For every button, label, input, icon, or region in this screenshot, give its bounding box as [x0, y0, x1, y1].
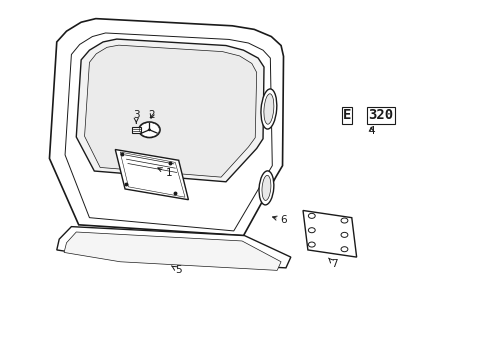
Text: E: E [342, 108, 350, 122]
Text: 6: 6 [272, 215, 286, 225]
Text: 2: 2 [148, 111, 155, 121]
Circle shape [148, 129, 150, 131]
Text: 3: 3 [133, 111, 139, 123]
Circle shape [340, 218, 347, 223]
Polygon shape [64, 232, 281, 270]
Text: 7: 7 [328, 258, 337, 269]
Ellipse shape [264, 94, 273, 124]
Polygon shape [115, 149, 188, 200]
Circle shape [308, 228, 315, 233]
Polygon shape [65, 33, 272, 231]
Circle shape [139, 122, 160, 138]
FancyBboxPatch shape [132, 127, 141, 133]
Polygon shape [303, 211, 356, 257]
Polygon shape [120, 152, 184, 197]
Circle shape [340, 232, 347, 237]
Text: 320: 320 [368, 108, 393, 122]
Text: 5: 5 [171, 265, 182, 275]
Circle shape [308, 242, 315, 247]
Circle shape [340, 247, 347, 252]
Polygon shape [76, 39, 264, 182]
Text: 1: 1 [158, 168, 172, 178]
Ellipse shape [262, 175, 270, 201]
Polygon shape [57, 226, 290, 268]
Text: 4: 4 [367, 126, 374, 135]
Ellipse shape [261, 89, 276, 129]
Ellipse shape [259, 171, 273, 205]
Polygon shape [49, 19, 283, 235]
Polygon shape [84, 45, 256, 177]
Circle shape [308, 213, 315, 219]
